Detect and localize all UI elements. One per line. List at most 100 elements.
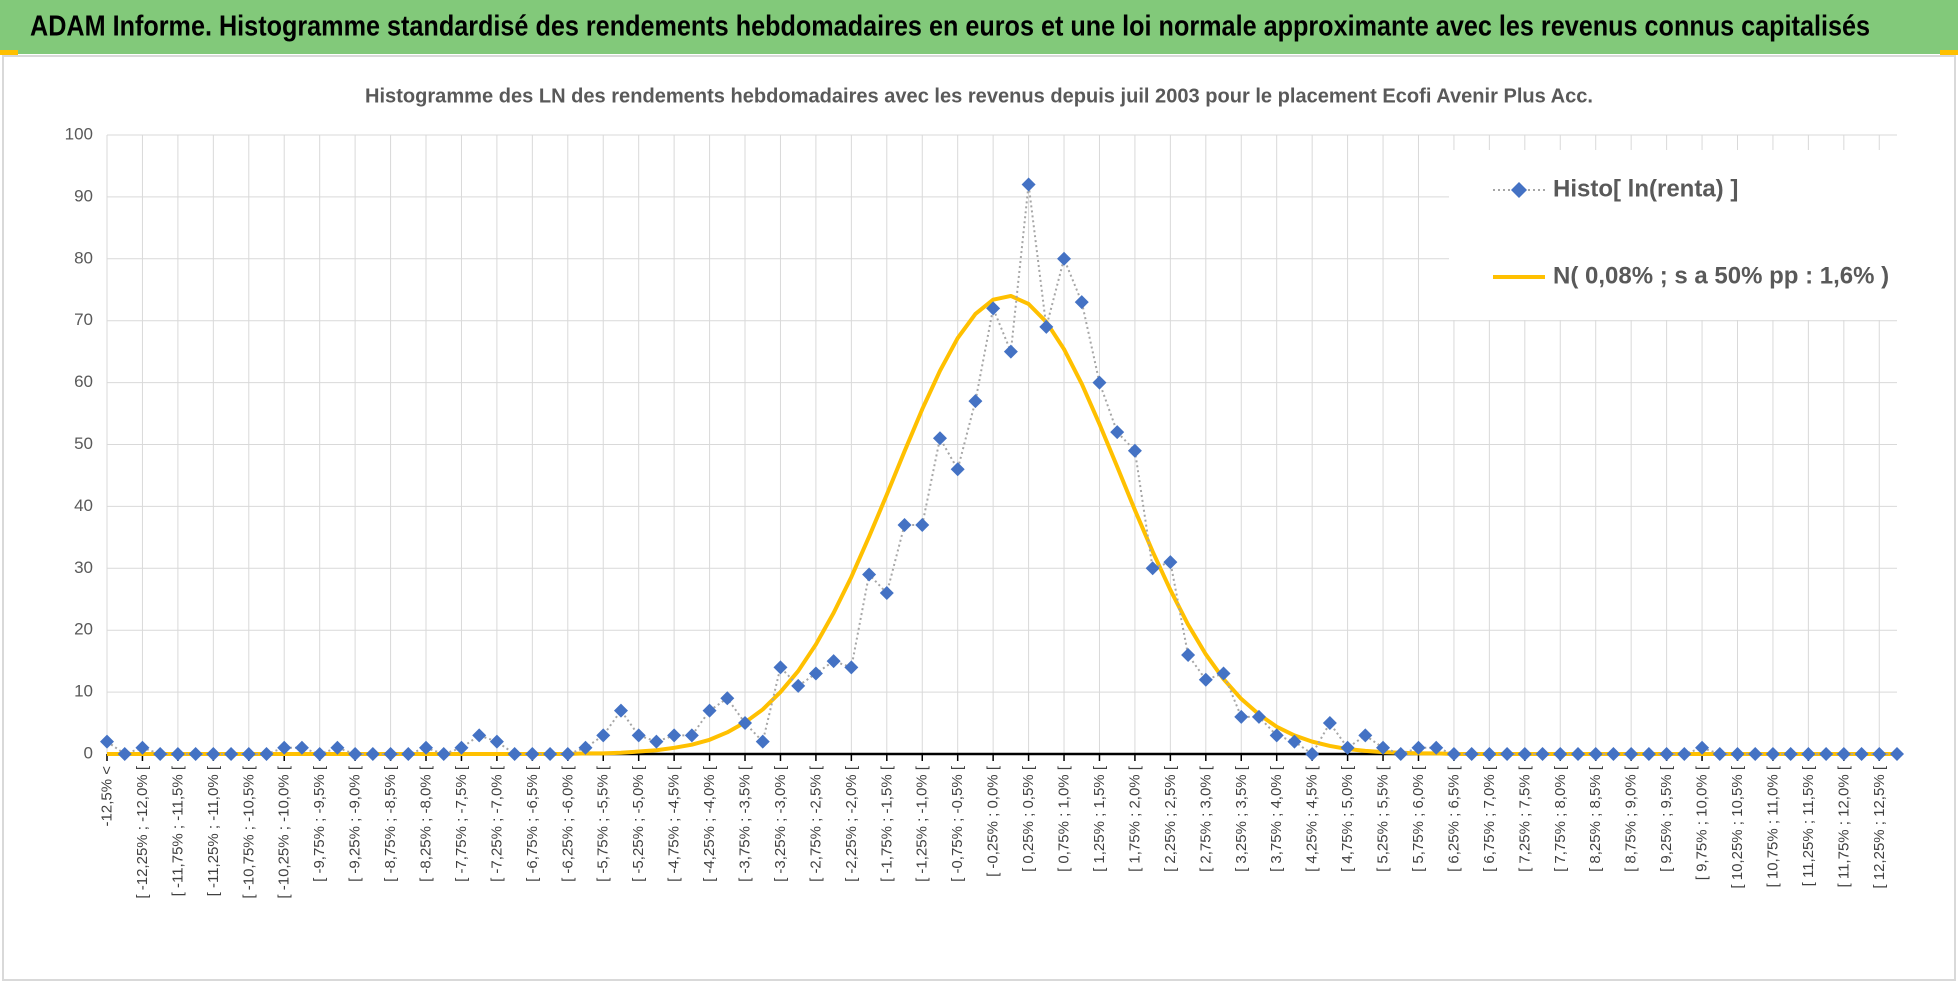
data-point bbox=[1588, 747, 1603, 761]
corner bbox=[1940, 50, 1958, 55]
data-point bbox=[1376, 740, 1391, 755]
page-title: ADAM Informe. Histogramme standardisé de… bbox=[30, 11, 1870, 43]
y-tick-label: 40 bbox=[74, 496, 93, 515]
data-point bbox=[1712, 747, 1727, 761]
x-tick-label: [ 4,25% ; 4,5% [ bbox=[1304, 765, 1321, 872]
data-point bbox=[1500, 747, 1515, 761]
x-tick-label: [ 7,75% ; 8,0% [ bbox=[1552, 765, 1569, 872]
x-tick-label: [ -10,25% ; -10,0% [ bbox=[276, 765, 293, 898]
data-point bbox=[560, 747, 575, 761]
data-point bbox=[436, 747, 451, 761]
x-tick-label: [ -11,25% ; -11,0% [ bbox=[205, 765, 222, 896]
data-point bbox=[791, 678, 806, 693]
data-point bbox=[153, 747, 168, 761]
x-tick-label: [ 0,25% ; 0,5% [ bbox=[1020, 765, 1037, 872]
y-tick-label: 100 bbox=[65, 124, 93, 143]
x-tick-label: [ -8,25% ; -8,0% [ bbox=[418, 765, 435, 882]
x-tick-label: [ -6,75% ; -6,5% [ bbox=[524, 765, 541, 882]
data-point bbox=[755, 734, 770, 749]
data-point bbox=[950, 462, 965, 477]
x-tick-label: [ -0,25% ; 0,0% [ bbox=[985, 765, 1002, 877]
data-point bbox=[419, 740, 434, 755]
data-point bbox=[1517, 747, 1532, 761]
data-point bbox=[1677, 747, 1692, 761]
data-point bbox=[1890, 747, 1904, 761]
x-tick-label: [ 1,25% ; 1,5% [ bbox=[1091, 765, 1108, 872]
x-tick-label: [ -6,25% ; -6,0% [ bbox=[559, 765, 576, 882]
y-tick-label: 70 bbox=[74, 310, 93, 329]
data-point bbox=[1765, 747, 1780, 761]
x-tick-label: [ 2,75% ; 3,0% [ bbox=[1197, 765, 1214, 872]
x-tick-label: [ -0,75% ; -0,5% [ bbox=[949, 765, 966, 882]
data-point bbox=[702, 703, 717, 718]
data-point bbox=[1819, 747, 1834, 761]
x-tick-label: [ -8,75% ; -8,5% [ bbox=[382, 765, 399, 882]
data-point bbox=[897, 517, 912, 532]
data-point bbox=[1198, 672, 1213, 687]
data-point bbox=[1234, 709, 1249, 724]
legend-label: N( 0,08% ; s a 50% pp : 1,6% ) bbox=[1553, 262, 1889, 289]
data-point bbox=[915, 517, 930, 532]
data-point bbox=[738, 716, 753, 731]
data-point bbox=[1358, 728, 1373, 743]
x-tick-label: [ -10,75% ; -10,5% [ bbox=[240, 765, 257, 898]
data-point bbox=[1074, 295, 1089, 310]
y-tick-label: 90 bbox=[74, 186, 93, 205]
x-tick-label: [ 10,25% ; 10,5% [ bbox=[1729, 765, 1746, 888]
data-point bbox=[1872, 747, 1887, 761]
data-point bbox=[1021, 177, 1036, 192]
data-point bbox=[1411, 740, 1426, 755]
x-tick-label: [ -1,25% ; -1,0% [ bbox=[914, 765, 931, 882]
x-tick-label: [ 10,75% ; 11,0% [ bbox=[1764, 765, 1781, 887]
data-point bbox=[1659, 747, 1674, 761]
x-tick-label: [ 5,25% ; 5,5% [ bbox=[1375, 765, 1392, 872]
legend-box bbox=[1449, 150, 1897, 320]
legend-marker bbox=[1511, 182, 1527, 198]
data-point bbox=[968, 394, 983, 409]
data-point bbox=[720, 691, 735, 706]
x-tick-label: [ 9,25% ; 9,5% [ bbox=[1658, 765, 1675, 872]
data-point bbox=[294, 740, 309, 755]
x-tick-label: [ -4,25% ; -4,0% [ bbox=[701, 765, 718, 882]
data-point bbox=[241, 747, 256, 761]
data-point bbox=[1127, 443, 1142, 458]
corner bbox=[0, 50, 18, 55]
x-tick-label: [ -1,75% ; -1,5% [ bbox=[878, 765, 895, 882]
data-point bbox=[1305, 747, 1320, 761]
data-point bbox=[1482, 747, 1497, 761]
data-point bbox=[986, 301, 1001, 316]
x-tick-label: [ -3,25% ; -3,0% [ bbox=[772, 765, 789, 882]
x-tick-label: [ 7,25% ; 7,5% [ bbox=[1516, 765, 1533, 872]
data-point bbox=[117, 747, 132, 761]
data-point bbox=[525, 747, 540, 761]
data-point bbox=[259, 747, 274, 761]
x-tick-label: [ -2,25% ; -2,0% [ bbox=[843, 765, 860, 882]
data-point bbox=[348, 747, 363, 761]
data-point bbox=[1446, 747, 1461, 761]
x-tick-label: [ -5,25% ; -5,0% [ bbox=[630, 765, 647, 882]
data-point bbox=[667, 728, 682, 743]
x-tick-label: [ -11,75% ; -11,5% [ bbox=[169, 765, 186, 896]
x-tick-label: [ -4,75% ; -4,5% [ bbox=[666, 765, 683, 882]
data-point bbox=[401, 747, 416, 761]
data-point bbox=[1039, 319, 1054, 334]
x-tick-label: [ 0,75% ; 1,0% [ bbox=[1056, 765, 1073, 872]
data-point bbox=[1429, 740, 1444, 755]
data-point bbox=[613, 703, 628, 718]
data-point bbox=[1057, 251, 1072, 266]
data-point bbox=[100, 734, 114, 749]
x-tick-label: [ 6,75% ; 7,0% [ bbox=[1481, 765, 1498, 872]
data-point bbox=[1641, 747, 1656, 761]
x-tick-label: [ 3,25% ; 3,5% [ bbox=[1233, 765, 1250, 872]
data-point bbox=[862, 567, 877, 582]
data-point bbox=[1748, 747, 1763, 761]
data-point bbox=[1110, 425, 1125, 440]
data-point bbox=[1624, 747, 1639, 761]
data-point bbox=[879, 586, 894, 601]
data-point bbox=[1783, 747, 1798, 761]
data-point bbox=[1216, 666, 1231, 681]
x-tick-label: [ 2,25% ; 2,5% [ bbox=[1162, 765, 1179, 872]
data-point bbox=[1535, 747, 1550, 761]
data-point bbox=[649, 734, 664, 749]
data-point bbox=[330, 740, 345, 755]
